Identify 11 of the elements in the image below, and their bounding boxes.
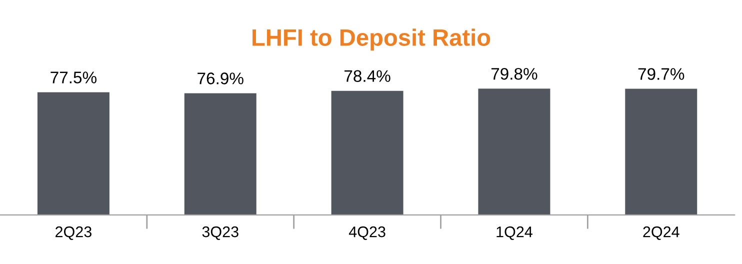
data-label: 79.8% [491,68,538,80]
x-tick-label: 2Q23 [56,226,92,240]
data-label: 77.5% [50,72,96,84]
x-tick-label: 4Q23 [348,226,386,240]
data-label: 76.9% [198,72,244,84]
data-label: 78.4% [344,70,390,82]
chart-title: LHFI to Deposit Ratio [252,28,490,51]
x-tick-label: 2Q24 [643,226,680,240]
x-tick-label: 3Q23 [202,226,238,240]
x-tick-label: 1Q24 [496,226,532,240]
data-label: 79.7% [638,68,684,80]
